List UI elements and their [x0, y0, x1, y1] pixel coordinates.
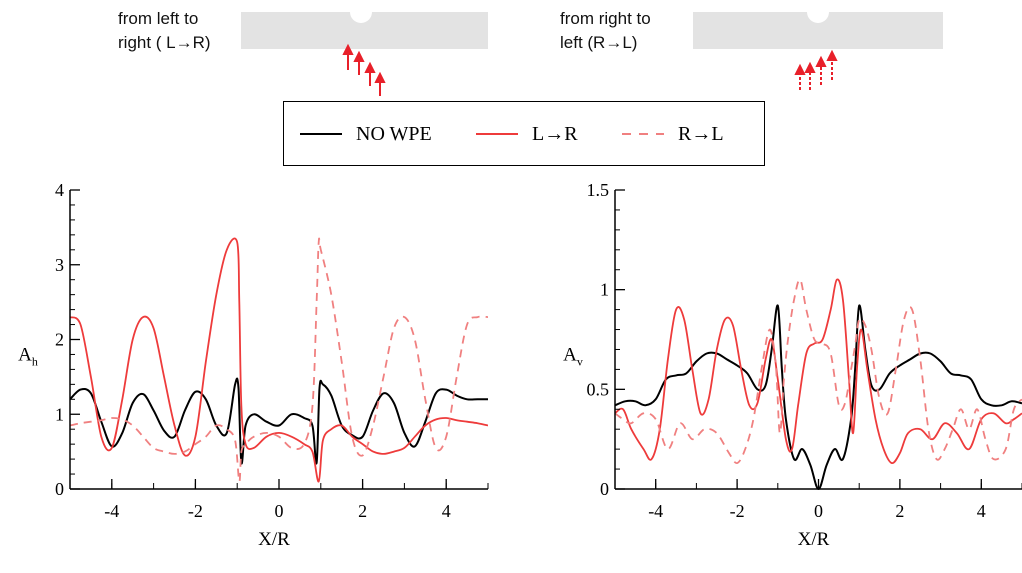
legend-swatch-no-wpe — [300, 133, 342, 135]
chart-vertical-amplitude: 0 0.5 1 1.5 -4 -2 0 2 4 X/R Av — [563, 180, 1022, 550]
y-tick-label: 4 — [55, 180, 64, 200]
series-line-l-to-r — [70, 237, 488, 483]
x-tick-label: 0 — [275, 501, 284, 521]
left-caption-line-2: right ( L→R) — [118, 33, 211, 52]
series-line-l-to-r — [615, 278, 1022, 465]
left-plate-with-hole — [241, 12, 488, 49]
legend-item-l-to-r: L→R — [476, 122, 578, 146]
y-tick-label: 0 — [55, 479, 64, 499]
legend-label-r-to-l: R→L — [678, 122, 724, 145]
y-axis-label-subscript: v — [577, 354, 583, 368]
series-line-r-to-l — [70, 237, 488, 483]
y-tick-label: 2 — [55, 330, 64, 350]
left-direction-caption: from left to right ( L→R) — [118, 7, 211, 55]
y-axis-label: Av — [563, 344, 583, 368]
y-tick-label: 3 — [55, 255, 64, 275]
y-tick-label: 1 — [55, 404, 64, 424]
x-tick-label: 4 — [977, 501, 986, 521]
y-tick-label: 0.5 — [587, 379, 610, 399]
left-caption-line-1: from left to — [118, 9, 199, 28]
legend-item-no-wpe: NO WPE — [300, 122, 432, 146]
left-incident-arrows — [342, 43, 386, 96]
right-incident-arrows — [794, 49, 838, 90]
y-axis-label-subscript: h — [32, 354, 38, 368]
left-plate-schematic — [241, 12, 488, 96]
right-plate-with-hole — [693, 12, 943, 49]
x-tick-label: -4 — [104, 501, 119, 521]
right-direction-caption: from right to left (R→L) — [560, 7, 651, 55]
y-tick-label: 0 — [600, 479, 609, 499]
legend-swatch-l-to-r — [476, 133, 518, 135]
x-tick-label: -2 — [188, 501, 203, 521]
series-line-no-wpe — [615, 304, 1022, 491]
legend-item-r-to-l: R→L — [622, 122, 724, 146]
legend-swatch-r-to-l — [622, 133, 664, 135]
x-tick-label: -4 — [648, 501, 663, 521]
x-tick-label: 0 — [814, 501, 823, 521]
x-axis-label: X/R — [798, 529, 830, 550]
chart-legend: NO WPE L→R R→L — [283, 101, 765, 166]
x-tick-label: 2 — [358, 501, 367, 521]
x-tick-label: 2 — [895, 501, 904, 521]
right-plate-schematic — [693, 12, 943, 90]
y-axis-label: Ah — [18, 344, 38, 368]
y-tick-label: 1 — [600, 280, 609, 300]
series-line-no-wpe — [70, 377, 488, 465]
legend-label-no-wpe: NO WPE — [356, 122, 432, 145]
right-caption-line-2: left (R→L) — [560, 33, 638, 52]
legend-label-l-to-r: L→R — [532, 122, 578, 145]
x-tick-label: 4 — [442, 501, 451, 521]
x-axis-label: X/R — [258, 529, 290, 550]
chart-horizontal-amplitude: 0 1 2 3 4 -4 -2 0 2 4 X/R Ah — [18, 180, 489, 550]
right-caption-line-1: from right to — [560, 9, 651, 28]
x-tick-label: -2 — [730, 501, 745, 521]
series-line-r-to-l — [615, 278, 1022, 465]
y-tick-label: 1.5 — [587, 180, 610, 200]
